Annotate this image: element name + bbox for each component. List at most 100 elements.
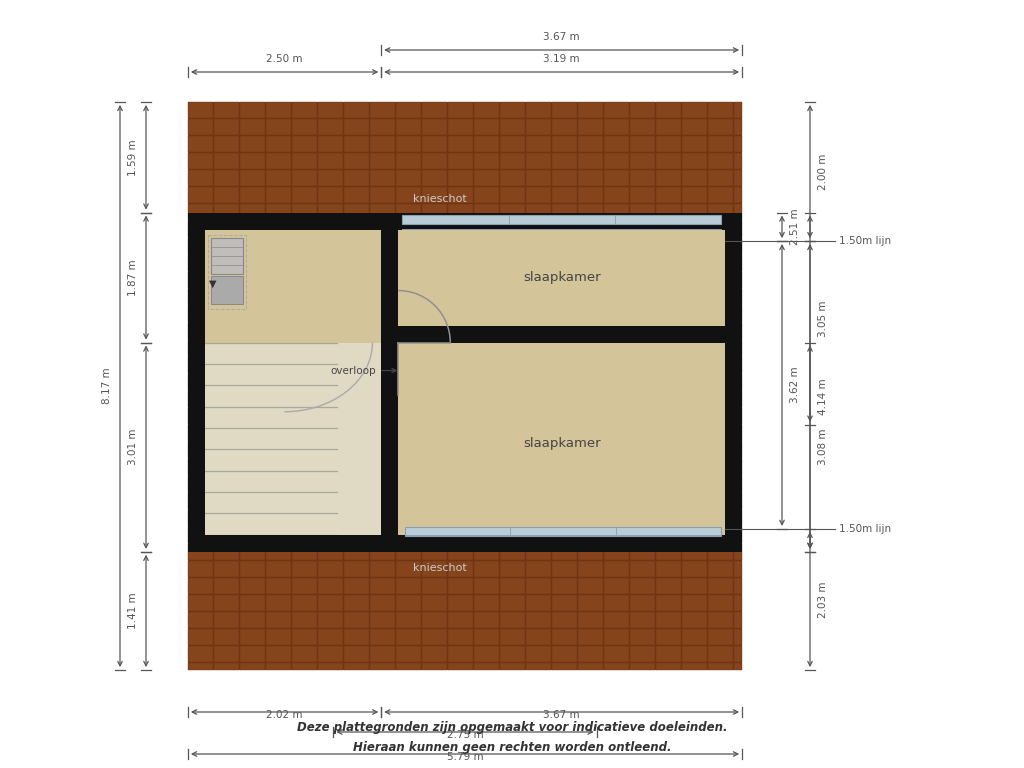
Bar xyxy=(396,323,421,339)
Bar xyxy=(370,493,395,509)
Bar xyxy=(449,357,473,373)
Bar xyxy=(656,391,681,407)
Bar xyxy=(708,425,733,441)
Bar xyxy=(292,663,317,670)
Bar xyxy=(630,425,655,441)
Bar xyxy=(292,442,317,458)
Bar xyxy=(552,578,577,594)
Bar xyxy=(682,612,707,628)
Bar xyxy=(188,425,213,441)
Bar xyxy=(188,408,213,424)
Bar xyxy=(500,476,525,492)
Bar xyxy=(422,357,447,373)
Bar xyxy=(396,289,421,305)
Bar xyxy=(474,187,499,203)
Bar xyxy=(526,578,551,594)
Bar xyxy=(396,238,421,254)
Bar xyxy=(630,561,655,577)
Bar xyxy=(396,425,421,441)
Bar xyxy=(500,289,525,305)
Bar xyxy=(578,646,603,662)
Bar xyxy=(318,153,343,169)
Bar xyxy=(214,612,239,628)
Bar xyxy=(266,408,291,424)
Bar xyxy=(630,612,655,628)
Bar xyxy=(344,612,369,628)
Bar xyxy=(266,612,291,628)
Bar xyxy=(474,510,499,526)
Bar xyxy=(526,646,551,662)
Bar xyxy=(708,340,733,356)
Bar xyxy=(734,561,742,577)
Bar xyxy=(240,629,265,645)
Bar xyxy=(266,527,291,543)
Bar xyxy=(578,204,603,220)
Bar xyxy=(240,272,265,288)
Bar xyxy=(474,153,499,169)
Bar xyxy=(682,170,707,186)
Bar xyxy=(449,544,473,560)
Bar xyxy=(318,544,343,560)
Bar xyxy=(292,272,317,288)
Bar xyxy=(449,493,473,509)
Bar xyxy=(656,323,681,339)
Bar xyxy=(422,170,447,186)
Bar xyxy=(656,612,681,628)
Bar xyxy=(266,425,291,441)
Bar xyxy=(292,493,317,509)
Bar xyxy=(396,595,421,611)
Bar xyxy=(240,323,265,339)
Text: 3.62 m: 3.62 m xyxy=(790,366,800,403)
Bar xyxy=(656,476,681,492)
Bar xyxy=(266,357,291,373)
Bar xyxy=(630,306,655,322)
Bar xyxy=(604,136,629,152)
Bar xyxy=(370,204,395,220)
Bar xyxy=(734,289,742,305)
Bar xyxy=(188,442,213,458)
Bar xyxy=(708,646,733,662)
Bar xyxy=(552,442,577,458)
Bar xyxy=(240,425,265,441)
Bar xyxy=(266,374,291,390)
Bar xyxy=(318,476,343,492)
Bar xyxy=(604,595,629,611)
Bar xyxy=(240,561,265,577)
Bar xyxy=(630,323,655,339)
Bar xyxy=(188,102,213,118)
Bar xyxy=(526,442,551,458)
Bar xyxy=(449,170,473,186)
Bar xyxy=(708,170,733,186)
Bar xyxy=(396,629,421,645)
Bar xyxy=(266,646,291,662)
Bar xyxy=(292,425,317,441)
Bar xyxy=(370,408,395,424)
Bar xyxy=(604,289,629,305)
Bar xyxy=(214,170,239,186)
Bar xyxy=(604,527,629,543)
Bar xyxy=(188,357,213,373)
Bar xyxy=(708,391,733,407)
Bar xyxy=(734,646,742,662)
Bar xyxy=(578,102,603,118)
Text: knieschot: knieschot xyxy=(413,563,467,573)
Bar xyxy=(381,343,725,552)
Bar xyxy=(474,561,499,577)
Bar xyxy=(682,391,707,407)
Bar xyxy=(604,493,629,509)
Bar xyxy=(266,272,291,288)
Bar xyxy=(240,442,265,458)
Bar xyxy=(370,442,395,458)
Bar xyxy=(240,204,265,220)
Bar xyxy=(188,561,213,577)
Bar xyxy=(266,493,291,509)
Bar xyxy=(266,306,291,322)
Bar xyxy=(318,221,343,237)
Bar xyxy=(656,272,681,288)
Bar xyxy=(449,663,473,670)
Bar xyxy=(656,663,681,670)
Bar xyxy=(656,425,681,441)
Bar xyxy=(500,221,525,237)
Bar xyxy=(214,391,239,407)
Bar xyxy=(552,629,577,645)
